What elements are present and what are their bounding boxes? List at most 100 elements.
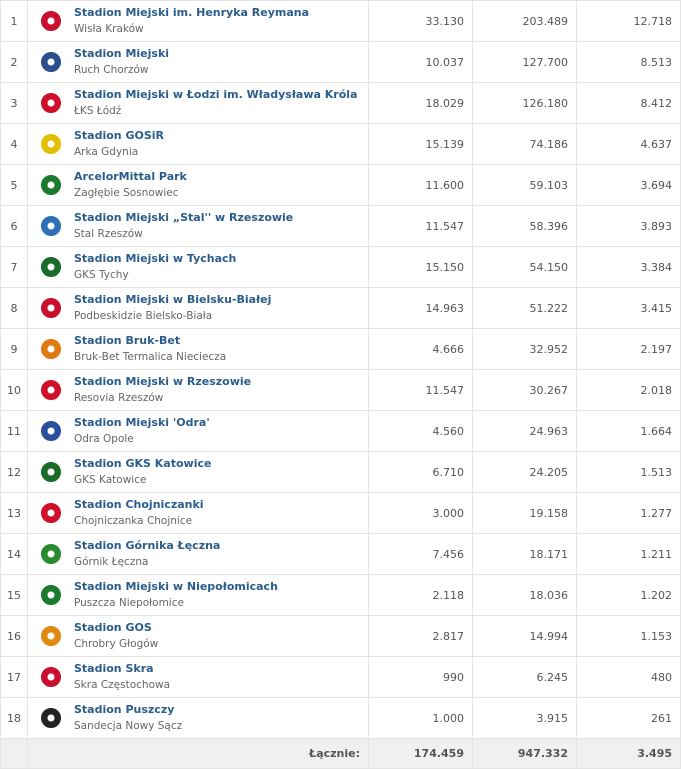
stadium-link[interactable]: Stadion GKS Katowice <box>74 457 212 470</box>
total-label: Łącznie: <box>27 738 369 769</box>
club-logo-icon <box>41 257 61 277</box>
capacity: 33.130 <box>368 0 473 42</box>
stadium-link[interactable]: Stadion Bruk-Bet <box>74 334 181 347</box>
club-logo-icon <box>41 380 61 400</box>
average: 480 <box>576 656 681 698</box>
club-logo-icon <box>41 585 61 605</box>
club-name: Odra Opole <box>74 433 134 445</box>
stadium-link[interactable]: Stadion GOSiR <box>74 129 165 142</box>
club-cell: Stadion Miejski w Łodzi im. Władysława K… <box>27 82 369 124</box>
attendance: 30.267 <box>472 369 577 411</box>
club-logo-icon <box>41 667 61 687</box>
capacity: 7.456 <box>368 533 473 575</box>
club-name: Arka Gdynia <box>74 146 139 158</box>
club-logo-icon <box>41 93 61 113</box>
total-row: Łącznie: 174.459 947.332 3.495 <box>0 738 681 769</box>
capacity: 4.560 <box>368 410 473 452</box>
table-row: 12 Stadion GKS Katowice GKS Katowice 6.7… <box>0 451 681 493</box>
average: 2.018 <box>576 369 681 411</box>
rank: 5 <box>0 164 28 206</box>
capacity: 3.000 <box>368 492 473 534</box>
club-cell: Stadion Miejski w Rzeszowie Resovia Rzes… <box>27 369 369 411</box>
stadium-link[interactable]: Stadion Miejski w Niepołomicach <box>74 580 278 593</box>
capacity: 14.963 <box>368 287 473 329</box>
rank: 6 <box>0 205 28 247</box>
attendance: 18.171 <box>472 533 577 575</box>
stadium-link[interactable]: Stadion Miejski 'Odra' <box>74 416 210 429</box>
stadium-link[interactable]: Stadion Miejski „Stal'' w Rzeszowie <box>74 211 294 224</box>
attendance: 32.952 <box>472 328 577 370</box>
club-cell: Stadion Puszczy Sandecja Nowy Sącz <box>27 697 369 739</box>
table-row: 13 Stadion Chojniczanki Chojniczanka Cho… <box>0 492 681 534</box>
average: 261 <box>576 697 681 739</box>
club-cell: Stadion Górnika Łęczna Górnik Łęczna <box>27 533 369 575</box>
club-logo-icon <box>41 503 61 523</box>
stadium-link[interactable]: Stadion Puszczy <box>74 703 175 716</box>
capacity: 2.118 <box>368 574 473 616</box>
capacity: 11.600 <box>368 164 473 206</box>
table-row: 10 Stadion Miejski w Rzeszowie Resovia R… <box>0 369 681 411</box>
rank: 11 <box>0 410 28 452</box>
table-row: 14 Stadion Górnika Łęczna Górnik Łęczna … <box>0 533 681 575</box>
club-cell: Stadion Miejski 'Odra' Odra Opole <box>27 410 369 452</box>
stadium-link[interactable]: Stadion GOS <box>74 621 152 634</box>
stadium-link[interactable]: Stadion Górnika Łęczna <box>74 539 221 552</box>
capacity: 15.139 <box>368 123 473 165</box>
stadium-link[interactable]: Stadion Miejski w Bielsku-Białej <box>74 293 272 306</box>
attendance: 203.489 <box>472 0 577 42</box>
club-name: Resovia Rzeszów <box>74 392 164 404</box>
capacity: 18.029 <box>368 82 473 124</box>
capacity: 11.547 <box>368 369 473 411</box>
average: 3.384 <box>576 246 681 288</box>
attendance: 6.245 <box>472 656 577 698</box>
average: 1.153 <box>576 615 681 657</box>
average: 3.694 <box>576 164 681 206</box>
stadium-link[interactable]: Stadion Miejski <box>74 47 170 60</box>
attendance: 126.180 <box>472 82 577 124</box>
club-cell: Stadion Miejski im. Henryka Reymana Wisł… <box>27 0 369 42</box>
stadium-link[interactable]: Stadion Miejski w Rzeszowie <box>74 375 252 388</box>
stadium-link[interactable]: Stadion Miejski w Tychach <box>74 252 237 265</box>
club-logo-icon <box>41 52 61 72</box>
average: 2.197 <box>576 328 681 370</box>
total-rank-cell <box>0 738 28 769</box>
attendance: 127.700 <box>472 41 577 83</box>
capacity: 1.000 <box>368 697 473 739</box>
rank: 2 <box>0 41 28 83</box>
rank: 13 <box>0 492 28 534</box>
club-logo-icon <box>41 175 61 195</box>
table-row: 9 Stadion Bruk-Bet Bruk-Bet Termalica Ni… <box>0 328 681 370</box>
stadium-link[interactable]: ArcelorMittal Park <box>74 170 187 183</box>
capacity: 11.547 <box>368 205 473 247</box>
average: 1.202 <box>576 574 681 616</box>
stadium-link[interactable]: Stadion Miejski im. Henryka Reymana <box>74 6 310 19</box>
stadium-link[interactable]: Stadion Miejski w Łodzi im. Władysława K… <box>74 88 358 101</box>
club-cell: Stadion Chojniczanki Chojniczanka Chojni… <box>27 492 369 534</box>
club-logo-icon <box>41 462 61 482</box>
club-cell: Stadion Bruk-Bet Bruk-Bet Termalica Niec… <box>27 328 369 370</box>
attendance: 24.963 <box>472 410 577 452</box>
stadium-link[interactable]: Stadion Chojniczanki <box>74 498 204 511</box>
rank: 12 <box>0 451 28 493</box>
club-cell: Stadion Skra Skra Częstochowa <box>27 656 369 698</box>
club-logo-icon <box>41 339 61 359</box>
table-row: 18 Stadion Puszczy Sandecja Nowy Sącz 1.… <box>0 697 681 739</box>
club-name: Podbeskidzie Bielsko-Biała <box>74 310 213 322</box>
total-capacity: 174.459 <box>368 738 473 769</box>
club-cell: Stadion Miejski w Bielsku-Białej Podbesk… <box>27 287 369 329</box>
club-cell: Stadion GOSiR Arka Gdynia <box>27 123 369 165</box>
rank: 16 <box>0 615 28 657</box>
attendance: 51.222 <box>472 287 577 329</box>
attendance: 24.205 <box>472 451 577 493</box>
table-row: 11 Stadion Miejski 'Odra' Odra Opole 4.5… <box>0 410 681 452</box>
total-average: 3.495 <box>576 738 681 769</box>
capacity: 4.666 <box>368 328 473 370</box>
club-cell: Stadion GOS Chrobry Głogów <box>27 615 369 657</box>
club-name: Skra Częstochowa <box>74 679 171 691</box>
stadium-link[interactable]: Stadion Skra <box>74 662 154 675</box>
table-row: 4 Stadion GOSiR Arka Gdynia 15.139 74.18… <box>0 123 681 165</box>
club-name: GKS Tychy <box>74 269 129 281</box>
rank: 1 <box>0 0 28 42</box>
rank: 15 <box>0 574 28 616</box>
